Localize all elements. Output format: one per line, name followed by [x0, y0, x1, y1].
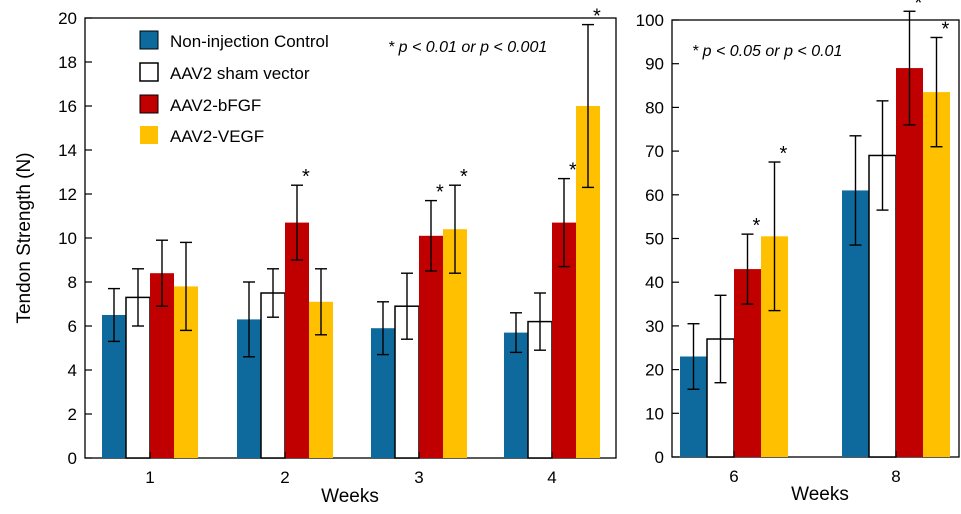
y-tick-label: 90 — [645, 55, 664, 74]
y-tick-label: 18 — [58, 53, 77, 72]
significance-star: * — [302, 166, 310, 188]
left-y-axis-ticks: 0 2 4 6 8 10 12 14 16 18 20 — [58, 9, 92, 468]
y-tick-label: 50 — [645, 230, 664, 249]
y-tick-label: 70 — [645, 142, 664, 161]
bar-sham — [260, 292, 286, 459]
error-bar — [849, 135, 862, 246]
error-bar — [267, 268, 279, 318]
y-tick-label: 4 — [68, 361, 77, 380]
significance-star: * — [942, 18, 950, 40]
y-tick-label: 12 — [58, 185, 77, 204]
bar-vegf — [923, 92, 950, 457]
y-tick-label: 10 — [58, 229, 77, 248]
error-bar — [768, 161, 781, 312]
significance-star: * — [436, 182, 444, 204]
x-tick-label: 4 — [547, 468, 556, 487]
significance-star: * — [915, 0, 923, 14]
error-bar — [741, 233, 754, 305]
legend-item-sham: AAV2 sham vector — [139, 62, 310, 83]
error-bar — [876, 100, 889, 211]
y-tick-label: 60 — [645, 186, 664, 205]
significance-star: * — [460, 166, 468, 188]
right-significance-note: * p < 0.05 or p < 0.01 — [692, 43, 842, 60]
y-tick-label: 2 — [68, 405, 77, 424]
significance-star: * — [753, 215, 761, 237]
x-tick-label: 6 — [729, 467, 738, 486]
y-tick-label: 0 — [68, 449, 77, 468]
significance-star: * — [569, 160, 577, 182]
error-bar — [558, 177, 570, 268]
y-tick-label: 80 — [645, 98, 664, 117]
x-tick-label: 2 — [280, 468, 289, 487]
legend-label-vegf: AAV2-VEGF — [170, 127, 264, 146]
legend-item-control: Non-injection Control — [139, 30, 329, 51]
bar-control — [504, 332, 528, 458]
significance-star: * — [780, 143, 788, 165]
y-tick-label: 40 — [645, 273, 664, 292]
left-bars-group: * * * * * — [102, 6, 601, 459]
error-bar — [132, 268, 144, 327]
error-bar — [401, 272, 413, 340]
error-bar — [243, 281, 255, 358]
legend: Non-injection Control AAV2 sham vector A… — [139, 30, 329, 146]
y-tick-label: 20 — [58, 9, 77, 28]
error-bar — [903, 10, 916, 126]
legend-label-sham: AAV2 sham vector — [170, 64, 310, 83]
bar-bfgf — [285, 222, 309, 458]
error-bar — [377, 301, 389, 356]
x-tick-label: 1 — [145, 468, 154, 487]
error-bar — [291, 184, 303, 261]
legend-swatch-control — [139, 30, 159, 50]
y-tick-label: 16 — [58, 97, 77, 116]
y-tick-label: 0 — [655, 448, 664, 467]
error-bar — [108, 287, 120, 343]
y-tick-label: 10 — [645, 404, 664, 423]
y-tick-label: 8 — [68, 273, 77, 292]
y-tick-label: 14 — [58, 141, 77, 160]
error-bar — [425, 199, 437, 272]
error-bar — [930, 36, 943, 148]
error-bar — [582, 23, 594, 189]
significance-star: * — [593, 6, 601, 28]
y-tick-label: 20 — [645, 361, 664, 380]
bar-bfgf — [419, 235, 443, 458]
legend-label-bfgf: AAV2-bFGF — [170, 96, 261, 115]
error-bar — [534, 292, 546, 351]
error-bar — [687, 323, 700, 390]
y-tick-label: 30 — [645, 317, 664, 336]
right-bars-group: * * * * — [680, 0, 950, 458]
legend-item-vegf: AAV2-VEGF — [140, 126, 264, 146]
legend-label-control: Non-injection Control — [170, 32, 329, 51]
legend-swatch-sham — [139, 62, 159, 82]
legend-swatch-vegf — [140, 126, 158, 144]
y-tick-label: 100 — [636, 11, 664, 30]
error-bar — [315, 268, 327, 336]
right-y-axis-ticks: 0 10 20 30 40 50 60 70 80 90 100 — [636, 11, 679, 467]
left-y-axis-title: Tendon Strength (N) — [14, 152, 35, 323]
bar-bfgf — [896, 68, 923, 457]
legend-item-bfgf: AAV2-bFGF — [139, 94, 261, 115]
error-bar — [714, 294, 727, 384]
error-bar — [180, 241, 192, 332]
left-x-axis-title: Weeks — [321, 486, 379, 507]
x-tick-label: 3 — [414, 468, 423, 487]
legend-swatch-bfgf — [139, 94, 159, 114]
y-tick-label: 6 — [68, 317, 77, 336]
x-tick-label: 8 — [891, 467, 900, 486]
left-x-axis-ticks: 1 2 3 4 — [145, 452, 557, 487]
error-bar — [449, 184, 461, 274]
error-bar — [156, 239, 168, 307]
error-bar — [510, 312, 522, 354]
left-significance-note: * p < 0.01 or p < 0.001 — [388, 39, 547, 56]
right-x-axis-title: Weeks — [791, 484, 849, 505]
